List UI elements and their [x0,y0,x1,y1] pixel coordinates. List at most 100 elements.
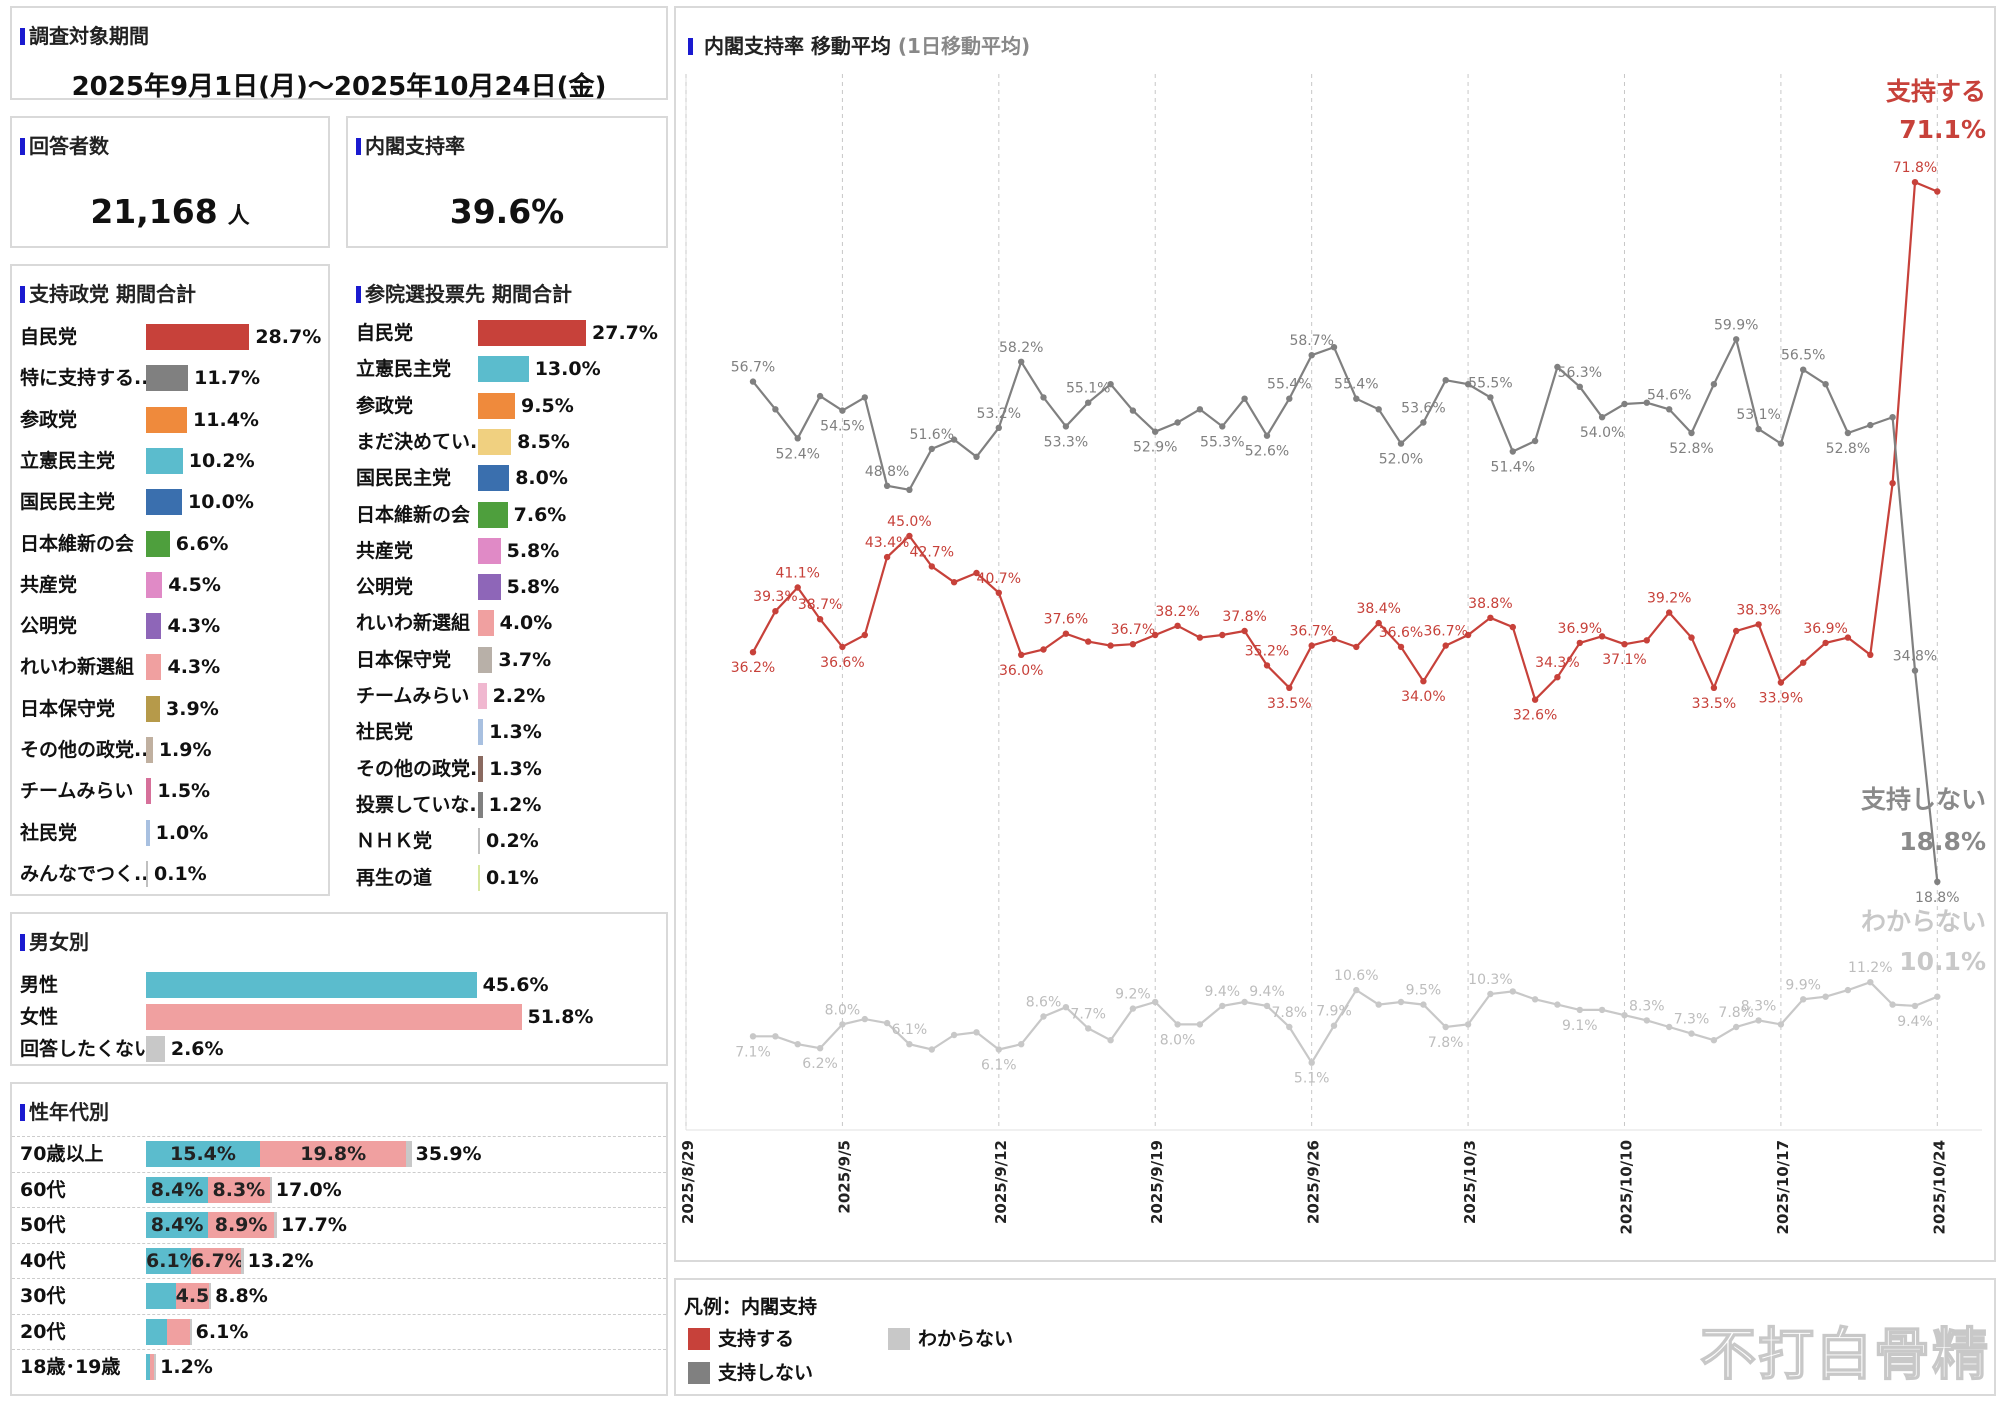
data-point [1733,627,1740,635]
point-label-group: 36.2% 39.3% 41.1% 38.7% 36.6% 43.4% 45.0% 42.7%… [731,160,1937,724]
point-label: 56.3% [1558,365,1602,381]
data-point [1777,679,1785,686]
point-label: 40.7% [977,571,1021,587]
point-label: 52.0% [1379,452,1423,468]
age-row: 70歳以上 15.4% 19.8% 35.9% [12,1136,666,1170]
upper-house-bar [478,574,501,601]
age-other-segment [189,1318,192,1345]
upper-house-label: ＮＨＫ党 [356,830,433,853]
age-row: 30代 4.5% 8.8% [12,1278,666,1312]
upper-house-bar [478,610,494,637]
data-point [1420,1001,1427,1008]
party-support-bar [146,324,250,350]
party-support-bar [146,778,152,805]
upper-house-bar [478,683,487,709]
upper-house-row: れいわ新選組 4.0% [348,608,666,638]
data-point [1464,1021,1472,1028]
data-point [1733,336,1740,343]
upper-house-value: 2.2% [492,685,546,707]
data-point [1934,188,1941,195]
age-label: 18歳･19歳 [20,1356,121,1378]
age-label: 70歳以上 [20,1143,104,1165]
series-group [749,179,1941,703]
upper-house-value: 5.8% [506,576,560,599]
data-point [1085,399,1092,406]
data-point [1509,988,1516,995]
data-point [816,392,824,400]
upper-house-value: 8.5% [517,430,570,453]
party-support-label: 公明党 [20,615,78,638]
party-support-value: 10.2% [188,449,255,472]
data-point [749,378,757,385]
data-point [1018,358,1025,365]
point-label: 55.4% [1334,377,1378,393]
upper-house-value: 13.0% [534,358,601,381]
point-label: 6.1% [981,1058,1017,1074]
respondents-value-row: 21,168 人 [12,192,328,231]
upper-house-label: れいわ新選組 [356,612,471,635]
age-total: 17.0% [275,1178,342,1201]
point-label: 10.6% [1334,968,1378,984]
upper-house-bar [478,755,484,782]
point-label: 7.8% [1428,1035,1464,1051]
data-point [883,482,891,489]
point-label: 11.2% [1848,960,1892,976]
upper-house-bar [478,537,501,564]
party-support-bar [146,737,153,763]
data-point [861,1015,868,1023]
data-point [928,563,935,570]
data-point [772,1033,779,1040]
upper-house-label: 共産党 [356,539,414,562]
data-point [1174,1021,1181,1028]
party-support-row: 参政党 11.4% [12,405,328,435]
survey-period-value: 2025年9月1日(月)～2025年10月24日(金) [71,72,607,102]
data-point [928,1046,935,1053]
data-point [1621,641,1628,648]
data-point [973,569,980,577]
point-label: 9.9% [1785,977,1821,993]
data-point [1487,394,1494,401]
point-label: 7.8% [1718,1005,1754,1021]
point-label: 56.5% [1781,348,1825,364]
point-label: 36.9% [1803,621,1847,637]
party-support-value: 3.9% [166,697,219,720]
point-label: 6.2% [802,1056,838,1072]
party-support-value: 10.0% [188,491,254,514]
point-label: 37.6% [1044,612,1088,628]
x-tick-label: 2025/9/19 [1148,1140,1166,1224]
data-point [973,1029,980,1036]
upper-house-value: 0.1% [486,866,539,889]
upper-house-label: 国民民主党 [356,467,452,490]
point-label: 71.8% [1893,160,1937,176]
party-support-bar [146,489,182,516]
gender-bar [146,1004,522,1030]
data-point [1621,400,1628,408]
survey-period-panel: 調査対象期間 2025年9月1日(月)～2025年10月24日(金) [10,6,668,102]
age-label: 50代 [20,1214,66,1236]
data-point [1263,432,1271,439]
point-label: 8.0% [825,1002,861,1018]
point-label-group: 56.7% 52.4%54.5% 48.8% 51.6% 53.2% 58.2% 53.3%… [731,317,1960,906]
point-label: 8.3% [1741,998,1777,1014]
point-label: 38.2% [1155,604,1199,620]
age-male-segment [146,1283,176,1309]
party-support-bar [146,571,163,598]
data-point [950,1031,958,1039]
respondents-unit: 人 [227,204,250,229]
upper-house-label: 参政党 [356,394,414,417]
age-male-segment: 8.4% [146,1176,209,1203]
series-end-name: わからない [1861,907,1986,936]
gender-row: 女性 51.8% [12,1002,666,1032]
age-female-segment: 8.9% [208,1212,275,1238]
series-line [752,180,1938,702]
x-tick-label: 2025/9/26 [1305,1140,1323,1224]
data-point [1330,635,1338,643]
data-point [1688,429,1695,437]
data-point [772,406,779,413]
party-support-bar [146,654,162,681]
age-row: 18歳･19歳 1.2% [12,1349,666,1383]
data-point [1666,406,1673,413]
data-point [950,436,958,443]
legend-label-unknown: わからない [918,1328,1014,1350]
x-tick-label: 2025/10/24 [1930,1140,1948,1234]
